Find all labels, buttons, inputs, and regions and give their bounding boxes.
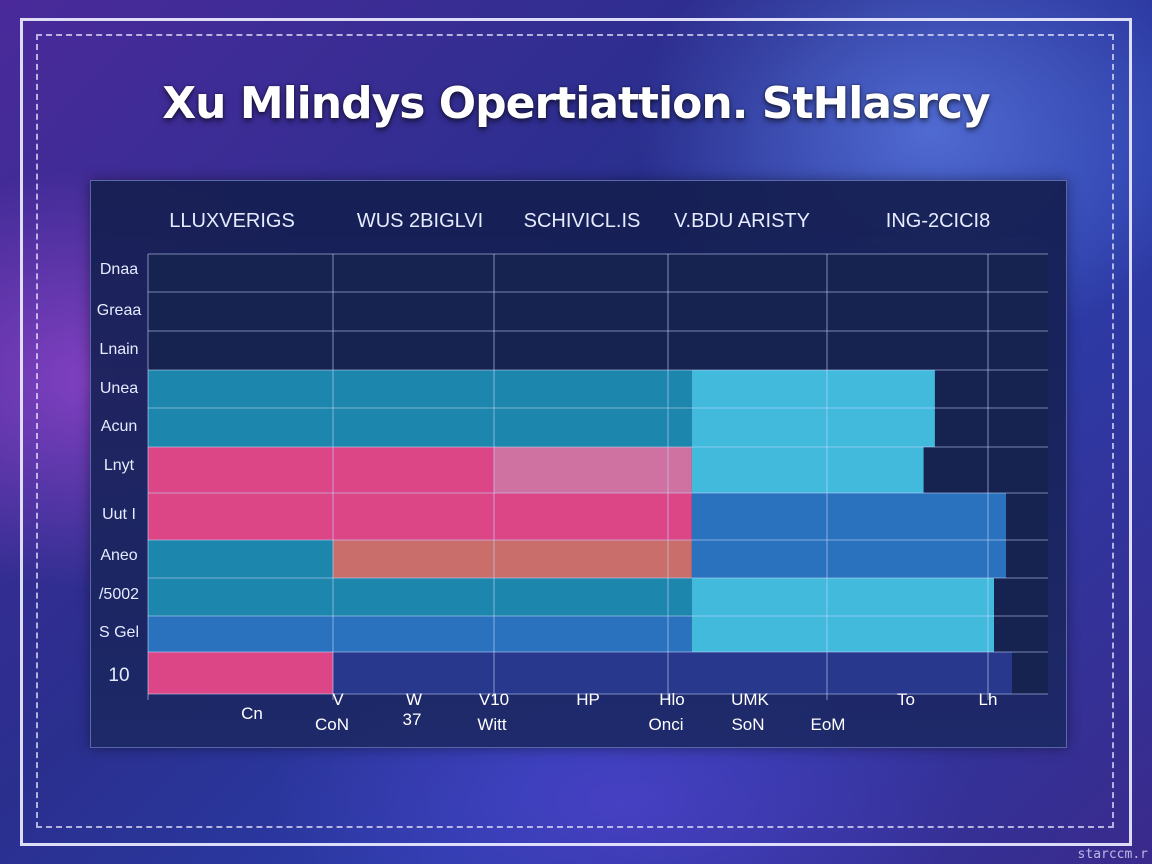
x-tick-sublabel: Onci	[648, 715, 684, 734]
row-label: Lnain	[99, 341, 139, 358]
x-tick-sublabel: SoN	[731, 715, 765, 734]
heatmap-cell	[691, 447, 924, 493]
heatmap-cell	[691, 540, 1006, 578]
x-tick-sublabel: CoN	[314, 715, 350, 734]
heatmap-cell	[148, 447, 494, 493]
x-tick-label: Hlo	[659, 690, 685, 709]
heatmap-cell	[148, 578, 692, 616]
column-header: V.BDU ARISTY	[674, 210, 810, 232]
x-tick-sublabel: Witt	[477, 715, 507, 734]
row-label: Uut I	[102, 506, 136, 523]
x-tick-label: V10	[478, 690, 510, 709]
x-tick-label: Lh	[978, 690, 998, 709]
column-header: LLUXVERIGS	[169, 210, 295, 232]
row-label: 10	[108, 665, 130, 686]
x-tick-label: Cn	[241, 704, 263, 723]
row-label: Acun	[100, 418, 138, 435]
heatmap-cell	[691, 578, 994, 616]
column-header: WUS 2BIGLVI	[356, 210, 484, 232]
heatmap-cell	[148, 408, 692, 447]
heatmap-cell	[494, 447, 692, 493]
row-label: Greaa	[96, 302, 142, 319]
outer-frame	[20, 18, 1132, 846]
heatmap-cell	[691, 408, 935, 447]
x-tick-sublabel: EoM	[810, 715, 846, 734]
row-label: S Gel	[98, 624, 139, 641]
x-tick-label: To	[897, 690, 915, 709]
row-label: Dnaa	[99, 261, 139, 278]
chart-title: Xu Mlindys Opertiattion. StHlasrcy	[162, 78, 990, 129]
x-tick-sublabel: 37	[402, 710, 422, 729]
x-tick-label: UMK	[731, 690, 769, 709]
x-tick-label: HP	[576, 690, 600, 709]
heatmap-cell	[691, 616, 994, 652]
row-label: Unea	[99, 380, 139, 397]
heatmap-cell	[333, 652, 1012, 694]
heatmap-cell	[691, 493, 1006, 540]
heatmap-cell	[148, 652, 333, 694]
x-tick-label: V	[332, 690, 344, 709]
row-label: Aneo	[100, 547, 138, 564]
watermark: starccm.r	[1077, 847, 1148, 862]
column-header: ING-2CICI8	[885, 210, 991, 232]
heatmap-cell	[691, 370, 935, 408]
heatmap-cell	[148, 370, 692, 408]
heatmap-cell	[333, 540, 692, 578]
column-header: SCHIVICL.IS	[523, 210, 641, 232]
heatmap-cell	[148, 616, 692, 652]
row-label: Lnyt	[103, 457, 135, 474]
inner-frame	[36, 34, 1114, 828]
row-label: /5002	[98, 586, 140, 603]
heatmap-cell	[148, 540, 333, 578]
heatmap-cell	[148, 493, 692, 540]
x-tick-label: W	[405, 690, 423, 709]
